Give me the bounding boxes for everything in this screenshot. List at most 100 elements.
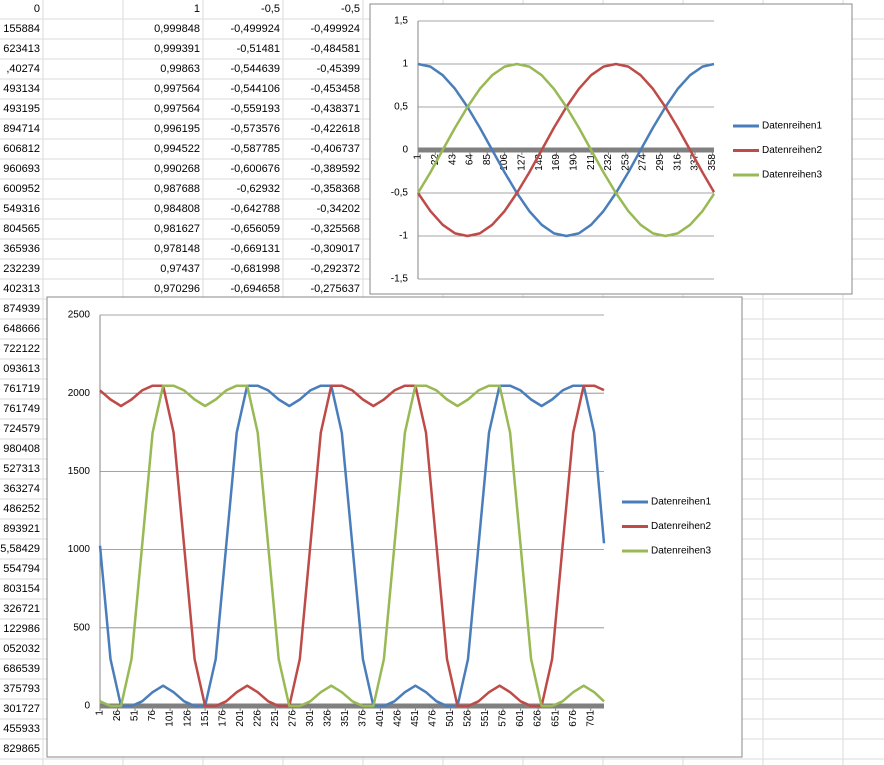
cell[interactable]: -0,62932 xyxy=(237,183,280,195)
cell[interactable]: 326721 xyxy=(3,603,40,615)
cell[interactable]: -0,559193 xyxy=(230,103,280,115)
cell[interactable]: 722122 xyxy=(3,343,40,355)
cell[interactable]: 0,970296 xyxy=(154,283,200,295)
cell[interactable]: -0,600676 xyxy=(230,163,280,175)
cell[interactable]: 761749 xyxy=(3,403,40,415)
cell[interactable]: -0,544106 xyxy=(230,83,280,95)
cell[interactable]: ,40274 xyxy=(6,63,40,75)
cell[interactable]: 301727 xyxy=(3,703,40,715)
cell[interactable]: 648666 xyxy=(3,323,40,335)
cell[interactable]: 486252 xyxy=(3,503,40,515)
legend-label: Datenreihen2 xyxy=(651,521,711,532)
cell[interactable]: 363274 xyxy=(3,483,40,495)
cell[interactable]: 600952 xyxy=(3,183,40,195)
cell[interactable]: 0,999848 xyxy=(154,23,200,35)
cell[interactable]: -0,406737 xyxy=(310,143,360,155)
cell[interactable]: -0,587785 xyxy=(230,143,280,155)
x-tick-label: 358 xyxy=(707,154,718,171)
cell[interactable]: -0,45399 xyxy=(317,63,360,75)
cell[interactable]: 0,994522 xyxy=(154,143,200,155)
cell[interactable]: 554794 xyxy=(3,563,40,575)
cell[interactable]: 893921 xyxy=(3,523,40,535)
cell[interactable]: 549316 xyxy=(3,203,40,215)
cell[interactable]: -0,544639 xyxy=(230,63,280,75)
cell[interactable]: 527313 xyxy=(3,463,40,475)
cell[interactable]: -0,51481 xyxy=(237,43,280,55)
cell[interactable]: 455933 xyxy=(3,723,40,735)
cell[interactable]: 375793 xyxy=(3,683,40,695)
x-tick-label: 169 xyxy=(551,154,562,171)
cell[interactable]: 5,58429 xyxy=(0,543,40,555)
cell[interactable]: 0,99863 xyxy=(160,63,200,75)
cell[interactable]: 686539 xyxy=(3,663,40,675)
x-tick-label: 1 xyxy=(413,154,424,160)
cell[interactable]: 0,984808 xyxy=(154,203,200,215)
cell[interactable]: 623413 xyxy=(3,43,40,55)
cell[interactable]: 874939 xyxy=(3,303,40,315)
x-tick-label: 127 xyxy=(517,154,528,171)
cell[interactable]: 803154 xyxy=(3,583,40,595)
x-tick-label: 526 xyxy=(463,710,474,727)
cell[interactable]: 093613 xyxy=(3,363,40,375)
x-tick-label: 85 xyxy=(482,154,493,166)
cell[interactable]: 0,981627 xyxy=(154,223,200,235)
cell[interactable]: -0,656059 xyxy=(230,223,280,235)
cell[interactable]: 365936 xyxy=(3,243,40,255)
cell[interactable]: 894714 xyxy=(3,123,40,135)
y-tick-label: 1500 xyxy=(68,466,91,477)
cell[interactable]: 724579 xyxy=(3,423,40,435)
cell[interactable]: -0,34202 xyxy=(317,203,360,215)
cell[interactable]: 829865 xyxy=(3,743,40,755)
cell[interactable]: -0,642788 xyxy=(230,203,280,215)
cell[interactable]: 761719 xyxy=(3,383,40,395)
cell[interactable]: -0,669131 xyxy=(230,243,280,255)
cell[interactable]: 804565 xyxy=(3,223,40,235)
cell[interactable]: 960693 xyxy=(3,163,40,175)
cell[interactable]: 0,987688 xyxy=(154,183,200,195)
cell[interactable]: 232239 xyxy=(3,263,40,275)
series-line xyxy=(99,384,605,708)
cell[interactable]: 0,997564 xyxy=(154,83,200,95)
cell[interactable]: -0,438371 xyxy=(310,103,360,115)
cell[interactable]: 052032 xyxy=(3,643,40,655)
cell[interactable]: -0,499924 xyxy=(230,23,280,35)
series-line xyxy=(98,384,606,708)
cell[interactable]: 0,97437 xyxy=(160,263,200,275)
cell[interactable]: 0,978148 xyxy=(154,243,200,255)
x-tick-label: 651 xyxy=(550,710,561,727)
cell[interactable]: -0,484581 xyxy=(310,43,360,55)
cell[interactable]: -0,453458 xyxy=(310,83,360,95)
cell[interactable]: 980408 xyxy=(3,443,40,455)
cell[interactable]: -0,309017 xyxy=(310,243,360,255)
cell[interactable]: -0,5 xyxy=(341,3,360,15)
cell[interactable]: 0 xyxy=(34,3,40,15)
cell[interactable]: 493195 xyxy=(3,103,40,115)
cell[interactable]: -0,389592 xyxy=(310,163,360,175)
cell[interactable]: -0,5 xyxy=(261,3,280,15)
cell[interactable]: 0,990268 xyxy=(154,163,200,175)
cell[interactable]: -0,275637 xyxy=(310,283,360,295)
cell[interactable]: 402313 xyxy=(3,283,40,295)
cell[interactable]: -0,499924 xyxy=(310,23,360,35)
cell[interactable]: 1 xyxy=(194,3,200,15)
cell[interactable]: -0,358368 xyxy=(310,183,360,195)
cell[interactable]: -0,422618 xyxy=(310,123,360,135)
cell[interactable]: 0,997564 xyxy=(154,103,200,115)
x-tick-label: 295 xyxy=(655,154,666,171)
cell[interactable]: 0,996195 xyxy=(154,123,200,135)
x-tick-label: 232 xyxy=(603,154,614,171)
cell[interactable]: 493134 xyxy=(3,83,40,95)
series-line xyxy=(416,62,716,238)
cell[interactable]: 606812 xyxy=(3,143,40,155)
y-tick-label: 0 xyxy=(84,701,90,712)
cell[interactable]: 122986 xyxy=(3,623,40,635)
cell[interactable]: -0,325568 xyxy=(310,223,360,235)
x-tick-label: 501 xyxy=(445,710,456,727)
cell[interactable]: -0,681998 xyxy=(230,263,280,275)
cell[interactable]: -0,694658 xyxy=(230,283,280,295)
cell[interactable]: -0,573576 xyxy=(230,123,280,135)
cell[interactable]: 0,999391 xyxy=(154,43,200,55)
cell[interactable]: -0,292372 xyxy=(310,263,360,275)
cell[interactable]: 155884 xyxy=(3,23,40,35)
